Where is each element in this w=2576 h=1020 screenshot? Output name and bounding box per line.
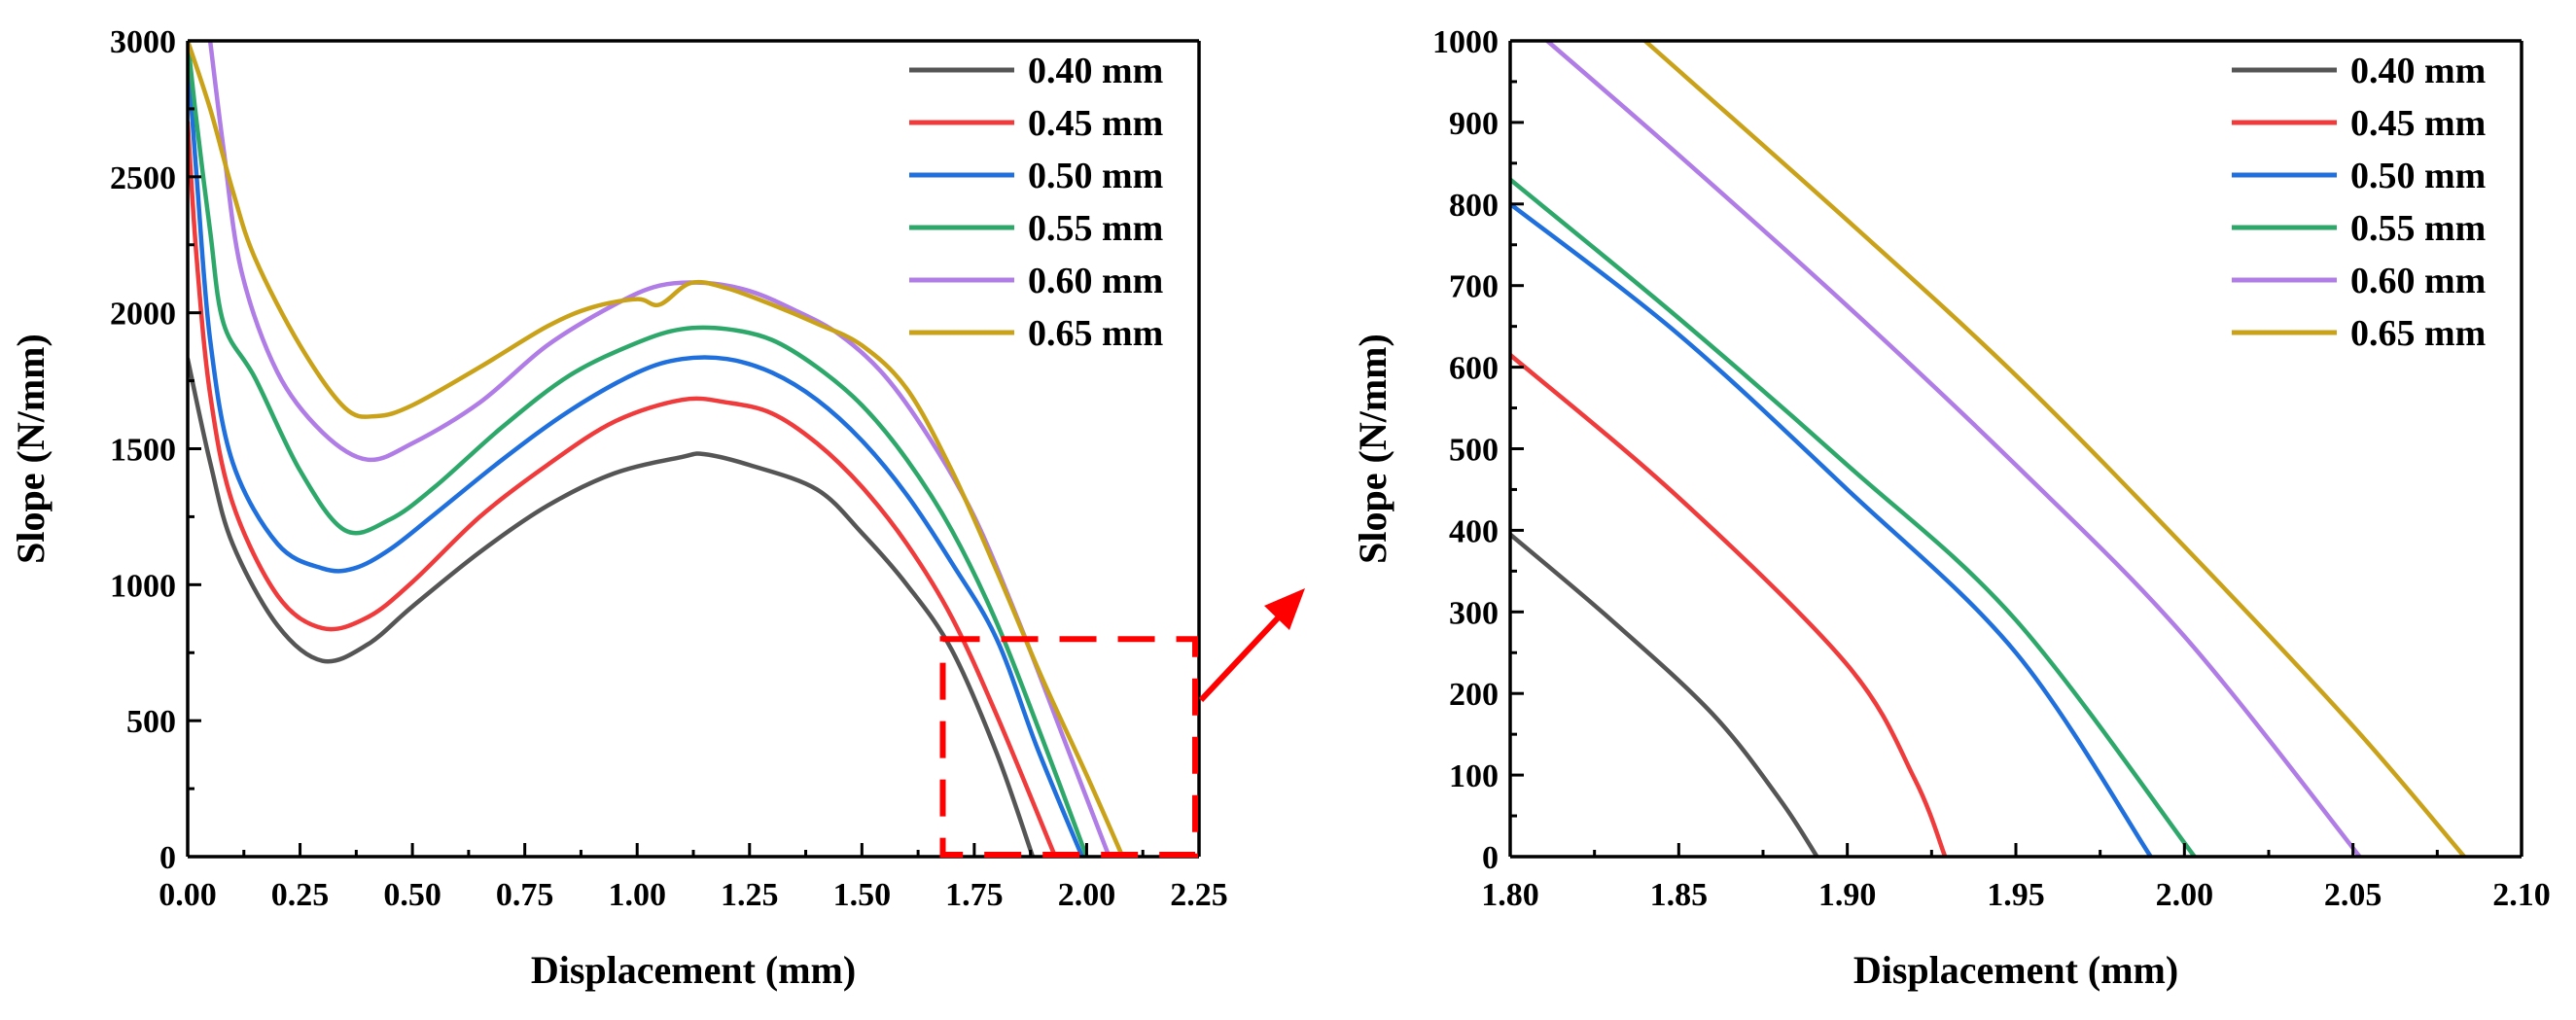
series-line-045 <box>188 120 1058 857</box>
y-axis-title: Slope (N/mm) <box>9 334 53 564</box>
series-line-060 <box>1544 41 2362 857</box>
y-tick-label: 500 <box>126 704 176 740</box>
y-tick-label: 3000 <box>110 24 176 60</box>
x-tick-label: 0.75 <box>496 877 554 913</box>
y-tick-label: 0 <box>159 840 176 876</box>
series-group <box>188 41 1125 857</box>
legend-label: 0.45 mm <box>1028 103 1163 144</box>
x-tick-label: 1.00 <box>608 877 666 913</box>
x-tick-label: 1.90 <box>1818 877 1877 913</box>
y-tick-label: 600 <box>1449 351 1499 387</box>
y-tick-label: 200 <box>1449 677 1499 713</box>
x-tick-label: 0.50 <box>383 877 441 913</box>
series-group <box>1510 41 2467 857</box>
series-line-065 <box>1642 41 2467 857</box>
y-tick-label: 2500 <box>110 160 176 196</box>
chart-left: 0.00 0.25 0.50 0.75 1.00 1.25 1.50 1.75 2.00 2.25… <box>9 24 1228 992</box>
x-tick-label: 2.10 <box>2492 877 2551 913</box>
y-tick-label: 2000 <box>110 297 176 333</box>
series-line-055 <box>188 41 1089 857</box>
legend-label: 0.55 mm <box>2350 208 2486 249</box>
x-tick-label: 2.00 <box>1058 877 1116 913</box>
legend-label: 0.40 mm <box>2350 51 2486 91</box>
x-tick-label: 2.25 <box>1170 877 1228 913</box>
y-tick-label: 1000 <box>110 568 176 604</box>
x-tick-label: 0.25 <box>271 877 330 913</box>
x-tick-label: 1.85 <box>1650 877 1709 913</box>
y-tick-label: 800 <box>1449 188 1499 224</box>
zoom-arrow-shaft <box>1198 605 1290 703</box>
legend-label: 0.60 mm <box>1028 261 1163 301</box>
zoom-annotation <box>939 588 1305 858</box>
y-tick-label: 100 <box>1449 758 1499 794</box>
legend-label: 0.40 mm <box>1028 51 1163 91</box>
x-tick-label: 1.95 <box>1987 877 2045 913</box>
legend-label: 0.50 mm <box>1028 156 1163 196</box>
y-tick-label: 700 <box>1449 269 1499 305</box>
y-tick-label: 1000 <box>1432 24 1499 60</box>
zoom-arrow-head <box>1264 588 1305 630</box>
y-axis-title: Slope (N/mm) <box>1351 334 1394 564</box>
series-line-050 <box>188 52 1085 857</box>
series-line-050 <box>1510 201 2153 857</box>
x-axis-title: Displacement (mm) <box>1853 948 2178 992</box>
series-line-065 <box>188 41 1125 857</box>
legend-label: 0.65 mm <box>2350 313 2486 354</box>
legend-label: 0.45 mm <box>2350 103 2486 144</box>
x-tick-label: 1.75 <box>945 877 1004 913</box>
x-tick-label: 1.50 <box>833 877 892 913</box>
legend-label: 0.60 mm <box>2350 261 2486 301</box>
chart-right: 1.80 1.85 1.90 1.95 2.00 2.05 2.10 0 100 200 300 40… <box>1351 24 2551 992</box>
y-tick-label: 900 <box>1449 106 1499 142</box>
legend-label: 0.55 mm <box>1028 208 1163 249</box>
series-line-055 <box>1510 177 2197 857</box>
x-tick-label: 2.00 <box>2156 877 2214 913</box>
y-tick-label: 300 <box>1449 595 1499 631</box>
x-tick-label: 0.00 <box>159 877 217 913</box>
x-tick-label: 1.25 <box>721 877 779 913</box>
y-tick-label: 0 <box>1482 840 1499 876</box>
series-line-040 <box>188 356 1036 857</box>
x-tick-label: 2.05 <box>2324 877 2382 913</box>
series-line-040 <box>1510 532 1819 857</box>
y-tick-label: 500 <box>1449 433 1499 469</box>
y-tick-label: 400 <box>1449 513 1499 549</box>
x-axis-title: Displacement (mm) <box>531 948 856 992</box>
y-tick-label: 1500 <box>110 433 176 469</box>
series-line-045 <box>1510 352 1948 857</box>
series-line-060 <box>207 41 1112 857</box>
zoom-region-box <box>939 636 1198 858</box>
legend-label: 0.50 mm <box>2350 156 2486 196</box>
x-tick-label: 1.80 <box>1481 877 1539 913</box>
legend-label: 0.65 mm <box>1028 313 1163 354</box>
